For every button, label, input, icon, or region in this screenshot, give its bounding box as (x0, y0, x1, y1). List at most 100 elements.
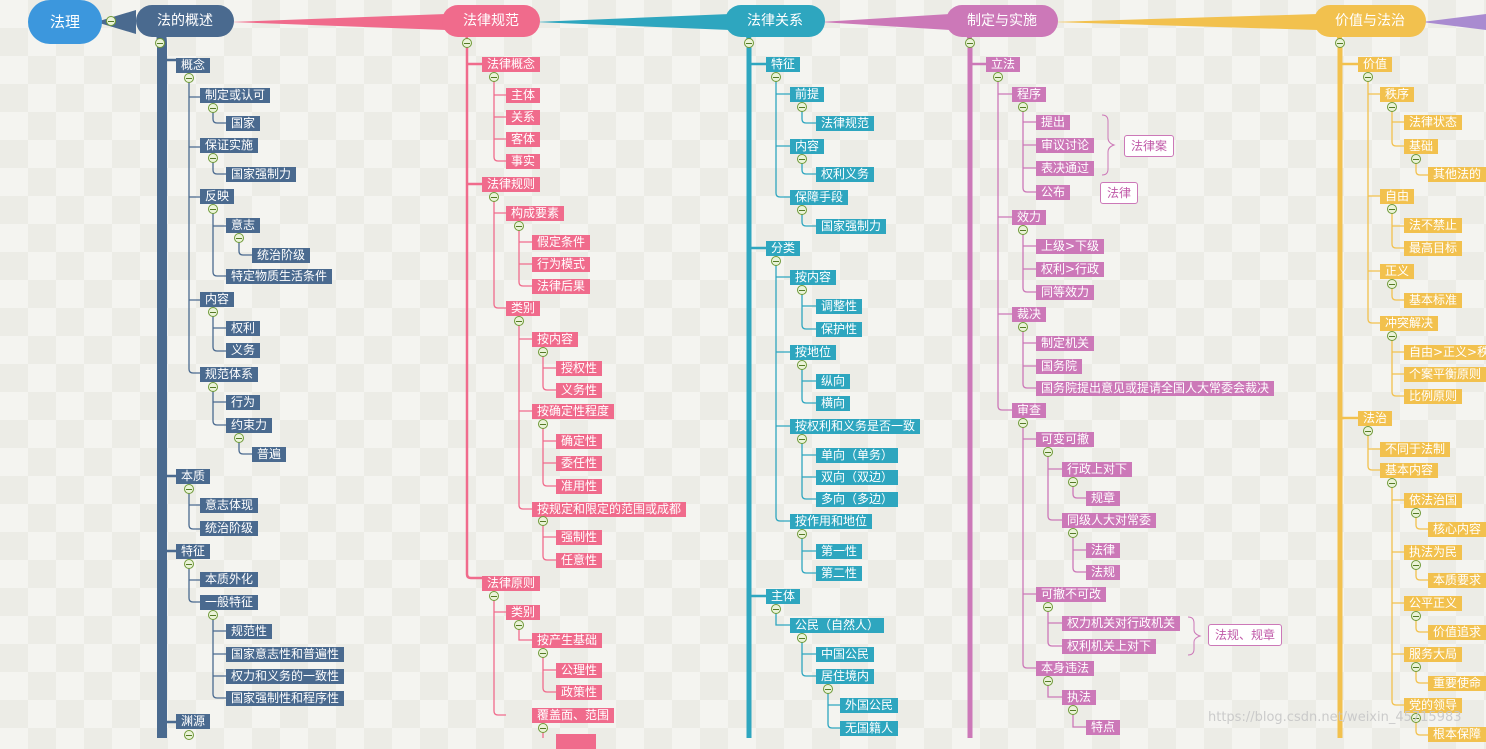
topic-node[interactable]: 类别 (506, 301, 541, 316)
topic-node[interactable]: 确定性 (556, 434, 603, 449)
collapse-toggle[interactable] (965, 38, 975, 48)
topic-node[interactable]: 最高目标 (1404, 241, 1463, 256)
topic-node[interactable]: 普遍 (252, 447, 287, 462)
collapse-toggle[interactable] (234, 433, 244, 443)
collapse-toggle[interactable] (1068, 705, 1078, 715)
topic-node[interactable]: 国家强制力 (226, 167, 297, 182)
topic-node[interactable]: 多向（多边） (816, 492, 899, 507)
topic-node[interactable]: 分类 (766, 241, 801, 256)
topic-node[interactable]: 中国公民 (816, 647, 875, 662)
topic-node[interactable]: 国家 (226, 116, 261, 131)
collapse-toggle[interactable] (797, 285, 807, 295)
topic-node[interactable]: 权力和义务的一致性 (226, 669, 345, 684)
topic-node[interactable]: 横向 (816, 396, 851, 411)
collapse-toggle[interactable] (1018, 225, 1028, 235)
topic-node[interactable]: 裁决 (1012, 307, 1047, 322)
collapse-toggle[interactable] (1411, 508, 1421, 518)
collapse-toggle[interactable] (1387, 204, 1397, 214)
topic-node[interactable]: 法律原则 (482, 576, 541, 591)
topic-node[interactable]: 公理性 (556, 663, 603, 678)
topic-node[interactable]: 依法治国 (1404, 493, 1463, 508)
topic-node[interactable]: 权利义务 (816, 167, 875, 182)
topic-node[interactable]: 其他法的 (1428, 167, 1486, 182)
topic-node[interactable]: 无国籍人 (840, 721, 899, 736)
topic-node[interactable]: 委任性 (556, 456, 603, 471)
collapse-toggle[interactable] (184, 559, 194, 569)
collapse-toggle[interactable] (208, 153, 218, 163)
topic-node[interactable]: 按地位 (790, 345, 837, 360)
topic-node[interactable]: 本质外化 (200, 572, 259, 587)
topic-node[interactable]: 本身违法 (1036, 661, 1095, 676)
topic-node[interactable]: 效力 (1012, 210, 1047, 225)
topic-node[interactable]: 不同于法制 (1380, 442, 1451, 457)
topic-node[interactable]: 特定物质生活条件 (226, 269, 333, 284)
topic-node[interactable]: 秩序 (1380, 87, 1415, 102)
topic-node[interactable]: 保证实施 (200, 138, 259, 153)
hub-law-overview[interactable]: 法的概述 (136, 5, 234, 37)
topic-node[interactable]: 特征 (766, 57, 801, 72)
topic-node[interactable]: 义务性 (556, 383, 603, 398)
topic-node[interactable]: 特点 (1086, 720, 1121, 735)
collapse-toggle[interactable] (1018, 102, 1028, 112)
topic-node[interactable]: 执法为民 (1404, 545, 1463, 560)
topic-node[interactable]: 价值追求 (1428, 625, 1486, 640)
collapse-toggle[interactable] (1043, 602, 1053, 612)
topic-node[interactable]: 权利>行政 (1036, 262, 1105, 277)
topic-node[interactable]: 保障手段 (790, 190, 849, 205)
collapse-toggle[interactable] (993, 72, 1003, 82)
topic-node[interactable]: 公布 (1036, 185, 1071, 200)
topic-node[interactable]: 关系 (506, 110, 541, 125)
topic-node[interactable]: 假定条件 (532, 235, 591, 250)
topic-node[interactable]: 基础 (1404, 139, 1439, 154)
collapse-toggle[interactable] (1411, 662, 1421, 672)
topic-node[interactable]: 审议讨论 (1036, 138, 1095, 153)
hub-legal-relations[interactable]: 法律关系 (725, 5, 825, 37)
topic-node[interactable]: 义务 (226, 343, 261, 358)
topic-node[interactable]: 公民（自然人） (790, 618, 885, 633)
topic-node[interactable]: 规章 (1086, 491, 1121, 506)
collapse-toggle[interactable] (462, 38, 472, 48)
topic-node[interactable]: 可变可撤 (1036, 432, 1095, 447)
topic-node[interactable]: 内容 (790, 139, 825, 154)
topic-node[interactable]: 渊源 (176, 714, 211, 729)
topic-node[interactable]: 意志 (226, 218, 261, 233)
collapse-toggle[interactable] (514, 620, 524, 630)
collapse-toggle[interactable] (208, 103, 218, 113)
topic-node[interactable]: 任意性 (556, 553, 603, 568)
topic-node[interactable]: 权利机关上对下 (1062, 639, 1157, 654)
collapse-toggle[interactable] (797, 360, 807, 370)
collapse-toggle[interactable] (797, 205, 807, 215)
topic-node[interactable]: 冲突解决 (1380, 316, 1439, 331)
topic-node[interactable]: 表决通过 (1036, 161, 1095, 176)
collapse-toggle[interactable] (184, 730, 194, 740)
topic-node[interactable]: 个案平衡原则 (1404, 367, 1486, 382)
collapse-toggle[interactable] (1363, 72, 1373, 82)
topic-node[interactable]: 同级人大对常委 (1062, 513, 1157, 528)
collapse-toggle[interactable] (1387, 478, 1397, 488)
topic-node[interactable]: 提出 (1036, 115, 1071, 130)
topic-node[interactable]: 主体 (766, 589, 801, 604)
collapse-toggle[interactable] (184, 484, 194, 494)
topic-node[interactable]: 同等效力 (1036, 285, 1095, 300)
topic-node[interactable]: 自由 (1380, 189, 1415, 204)
collapse-toggle[interactable] (744, 38, 754, 48)
topic-node-cropped[interactable] (556, 734, 596, 749)
collapse-toggle[interactable] (208, 204, 218, 214)
collapse-toggle[interactable] (797, 154, 807, 164)
collapse-toggle[interactable] (797, 434, 807, 444)
topic-node[interactable]: 规范性 (226, 624, 273, 639)
topic-node[interactable]: 服务大局 (1404, 647, 1463, 662)
collapse-toggle[interactable] (514, 221, 524, 231)
collapse-toggle[interactable] (208, 610, 218, 620)
collapse-toggle[interactable] (155, 38, 165, 48)
collapse-toggle[interactable] (489, 192, 499, 202)
topic-node[interactable]: 一般特征 (200, 595, 259, 610)
topic-node[interactable]: 特征 (176, 544, 211, 559)
collapse-toggle[interactable] (538, 347, 548, 357)
topic-node[interactable]: 类别 (506, 605, 541, 620)
topic-node[interactable]: 法不禁止 (1404, 218, 1463, 233)
collapse-toggle[interactable] (106, 16, 116, 26)
topic-node[interactable]: 事实 (506, 154, 541, 169)
topic-node[interactable]: 制定机关 (1036, 336, 1095, 351)
collapse-toggle[interactable] (1018, 322, 1028, 332)
